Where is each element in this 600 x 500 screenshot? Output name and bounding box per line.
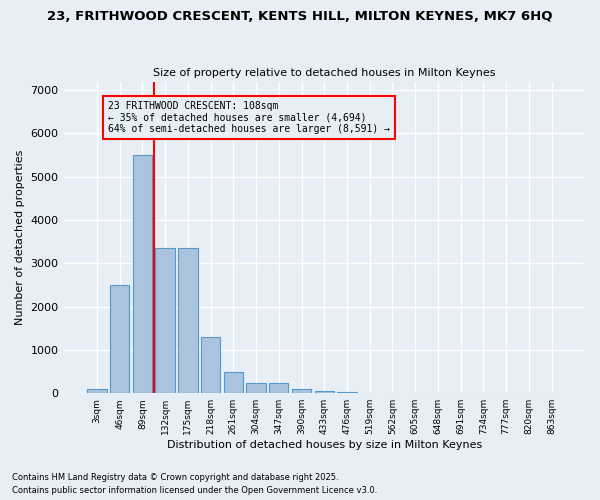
Bar [110, 285, 130, 393]
Bar [201, 337, 220, 393]
Bar [87, 389, 107, 393]
Text: 23, FRITHWOOD CRESCENT, KENTS HILL, MILTON KEYNES, MK7 6HQ: 23, FRITHWOOD CRESCENT, KENTS HILL, MILT… [47, 10, 553, 23]
Bar [178, 248, 197, 393]
Bar [155, 248, 175, 393]
Text: 23 FRITHWOOD CRESCENT: 108sqm
← 35% of detached houses are smaller (4,694)
64% o: 23 FRITHWOOD CRESCENT: 108sqm ← 35% of d… [108, 101, 390, 134]
Bar [337, 392, 356, 393]
Bar [224, 372, 243, 393]
Bar [247, 384, 266, 393]
Bar [292, 389, 311, 393]
Text: Contains HM Land Registry data © Crown copyright and database right 2025.
Contai: Contains HM Land Registry data © Crown c… [12, 474, 377, 495]
Y-axis label: Number of detached properties: Number of detached properties [15, 150, 25, 325]
Bar [314, 390, 334, 393]
Title: Size of property relative to detached houses in Milton Keynes: Size of property relative to detached ho… [153, 68, 496, 78]
Bar [269, 384, 289, 393]
Bar [133, 155, 152, 393]
X-axis label: Distribution of detached houses by size in Milton Keynes: Distribution of detached houses by size … [167, 440, 482, 450]
